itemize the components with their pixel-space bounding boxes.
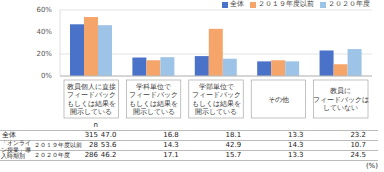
html-text:15.7: 15.7: [225, 151, 242, 159]
html-text:13.3: 13.3: [288, 131, 304, 139]
html-text:２０１９年度以前: ２０１９年度以前: [258, 0, 314, 8]
svg-text:教員にフィードバックはしていない: 教員にフィードバックはしていない: [313, 87, 369, 112]
html-text:14.3: 14.3: [288, 141, 304, 149]
html-text:全体: 全体: [230, 0, 244, 8]
html-text:２０２０年度: ２０２０年度: [328, 0, 370, 8]
svg-text:学部単位でフィードバックもしくは結果を開示している: 学部単位でフィードバックもしくは結果を開示している: [192, 83, 241, 117]
html-text:13.3: 13.3: [288, 151, 304, 159]
html-text:16.8: 16.8: [163, 131, 179, 139]
html-text:２０１９年度以前: ２０１９年度以前: [34, 142, 82, 148]
html-text:23.2: 23.2: [350, 131, 366, 139]
html-text:n: n: [93, 121, 98, 129]
html-text:315 47.0: 315 47.0: [84, 131, 117, 139]
svg-text:20%: 20%: [36, 50, 52, 58]
html-text:10.7: 10.7: [350, 141, 366, 149]
html-text:全体: 全体: [2, 131, 16, 139]
html-text:17.1: 17.1: [163, 151, 179, 159]
html-text:18.1: 18.1: [225, 131, 242, 139]
svg-text:教員個人に直接フィードバックもしくは結果を開示している: 教員個人に直接フィードバックもしくは結果を開示している: [67, 83, 116, 117]
html-text:286 46.2: 286 46.2: [84, 151, 117, 159]
svg-text:40%: 40%: [36, 28, 52, 36]
html-text:28 53.6: 28 53.6: [89, 141, 117, 149]
svg-text:学科単位でフィードバックもしくは結果を開示している: 学科単位でフィードバックもしくは結果を開示している: [129, 83, 178, 117]
html-text:２０２０年度: ２０２０年度: [34, 152, 70, 158]
html-text:「オンライン授業」導入時期別: 「オンライン授業」導入時期別: [1, 140, 31, 160]
html-text:14.3: 14.3: [163, 141, 179, 149]
html-text:42.9: 42.9: [225, 141, 242, 149]
html-text:24.5: 24.5: [350, 151, 366, 159]
svg-text:0%: 0%: [41, 72, 52, 80]
svg-text:その他: その他: [268, 96, 289, 104]
svg-text:60%: 60%: [36, 6, 52, 14]
